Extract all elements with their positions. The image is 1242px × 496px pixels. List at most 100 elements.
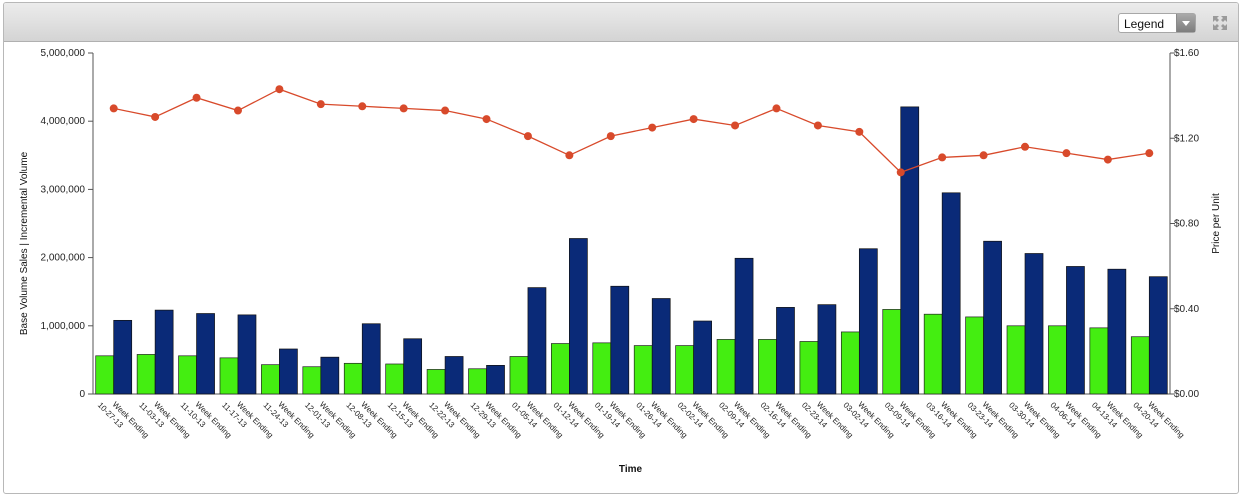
bar-incremental-volume	[154, 309, 174, 395]
bar-incremental-volume	[858, 248, 878, 395]
bar-base-volume	[261, 364, 280, 395]
bar-incremental-volume	[817, 304, 837, 395]
price-point	[1103, 155, 1112, 164]
bar-incremental-volume	[403, 338, 423, 395]
chart-toolbar: Legend	[4, 3, 1238, 42]
bar-incremental-volume	[361, 323, 381, 395]
price-point	[855, 127, 864, 136]
bar-base-volume	[136, 354, 156, 395]
price-point	[1021, 142, 1030, 151]
bar-incremental-volume	[279, 348, 298, 395]
expand-icon[interactable]	[1212, 15, 1228, 31]
y2-axis-title: Price per Unit	[1211, 193, 1222, 254]
bar-incremental-volume	[610, 285, 630, 395]
bar-incremental-volume	[900, 106, 920, 395]
bar-incremental-volume	[983, 240, 1002, 395]
bar-incremental-volume	[941, 192, 961, 395]
bar-base-volume	[302, 366, 322, 395]
bar-incremental-volume	[651, 298, 671, 395]
bar-base-volume	[1048, 325, 1067, 395]
y2-tick-label: $0.40	[1174, 304, 1199, 315]
price-point	[358, 102, 367, 111]
bar-base-volume	[758, 339, 777, 395]
y-tick-label: 4,000,000	[41, 116, 86, 127]
dropdown-arrow-icon[interactable]	[1176, 14, 1195, 32]
price-point	[689, 115, 698, 124]
bar-base-volume	[840, 331, 860, 395]
price-point	[938, 153, 947, 162]
legend-dropdown-label: Legend	[1124, 17, 1165, 31]
price-point	[399, 104, 408, 113]
bar-incremental-volume	[1148, 276, 1168, 395]
y-tick-label: 2,000,000	[41, 253, 86, 264]
bar-incremental-volume	[776, 307, 795, 395]
bar-base-volume	[965, 316, 984, 395]
bar-incremental-volume	[569, 238, 588, 395]
price-line	[113, 88, 1150, 174]
price-point	[813, 121, 822, 130]
price-point	[316, 100, 325, 109]
bar-base-volume	[468, 368, 487, 395]
price-point	[979, 151, 988, 160]
y-tick-label: 1,000,000	[41, 321, 86, 332]
y2-tick-label: $1.60	[1174, 48, 1199, 59]
y2-tick-label: $0.00	[1174, 389, 1199, 400]
price-point	[233, 106, 242, 115]
bar-incremental-volume	[1024, 253, 1044, 395]
y2-tick-label: $1.20	[1174, 133, 1199, 144]
bar-incremental-volume	[1107, 268, 1127, 395]
y-tick-label: 5,000,000	[41, 48, 86, 59]
bar-base-volume	[923, 313, 943, 395]
bar-base-volume	[178, 355, 197, 395]
bar-base-volume	[675, 345, 694, 395]
price-point	[772, 104, 781, 113]
bar-base-volume	[343, 362, 363, 395]
y2-tick-label: $0.80	[1174, 219, 1199, 230]
bar-base-volume	[219, 357, 239, 395]
bar-base-volume	[592, 342, 612, 395]
price-point	[441, 106, 450, 115]
legend-dropdown[interactable]: Legend	[1118, 13, 1196, 33]
bar-incremental-volume	[237, 314, 257, 395]
price-point	[109, 104, 118, 113]
y-axis-title: Base Volume Sales | Incremental Volume	[19, 151, 30, 335]
bar-incremental-volume	[113, 319, 133, 395]
bar-base-volume	[426, 369, 446, 395]
bar-base-volume	[509, 356, 529, 395]
price-point	[192, 93, 201, 102]
price-point	[275, 85, 284, 94]
bar-base-volume	[1089, 327, 1109, 395]
bar-incremental-volume	[444, 356, 464, 395]
bar-base-volume	[799, 341, 819, 395]
bar-incremental-volume	[1066, 266, 1085, 395]
bar-incremental-volume	[486, 365, 505, 395]
bar-base-volume	[95, 355, 115, 395]
bar-incremental-volume	[320, 356, 340, 395]
bar-base-volume	[551, 343, 570, 395]
price-point	[151, 112, 160, 121]
bar-base-volume	[882, 309, 902, 395]
y-tick-label: 0	[79, 389, 85, 400]
price-point	[523, 132, 532, 141]
bar-incremental-volume	[693, 320, 712, 395]
bar-base-volume	[1130, 336, 1150, 395]
y-tick-label: 3,000,000	[41, 184, 86, 195]
price-point	[648, 123, 657, 132]
price-point	[731, 121, 740, 130]
chart-panel: Legend	[3, 2, 1239, 494]
bar-base-volume	[716, 339, 736, 395]
price-point	[896, 168, 905, 177]
bar-base-volume	[633, 345, 653, 395]
bar-base-volume	[385, 363, 405, 395]
bar-incremental-volume	[734, 257, 754, 395]
price-point	[565, 151, 574, 160]
price-point	[1062, 149, 1071, 158]
price-point	[606, 132, 615, 141]
bar-incremental-volume	[196, 313, 215, 395]
bar-base-volume	[1006, 325, 1026, 395]
price-point	[482, 115, 491, 124]
bar-incremental-volume	[527, 287, 547, 395]
price-point	[1145, 149, 1154, 158]
